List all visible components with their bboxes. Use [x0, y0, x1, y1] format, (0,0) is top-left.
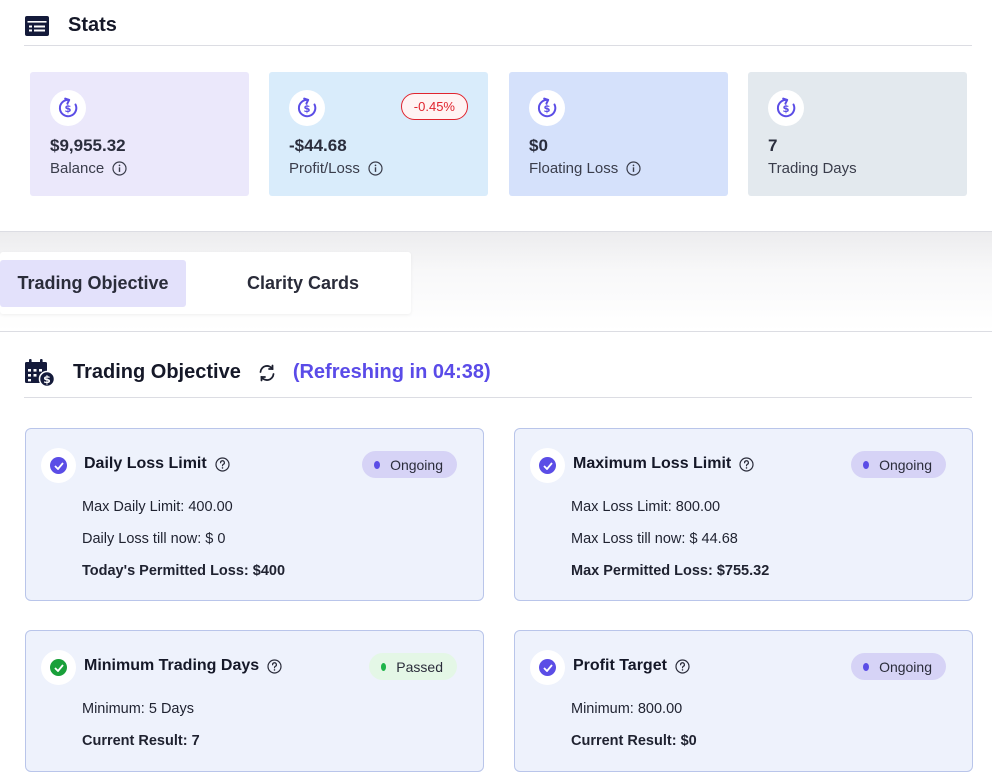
max-loss-till-now: Max Loss till now: $ 44.68: [571, 531, 738, 547]
check-circle-icon: [41, 448, 76, 483]
status-label: Ongoing: [879, 456, 932, 473]
todays-permitted-loss: Today's Permitted Loss: $400: [82, 563, 286, 579]
minimum-trading-days-card: Minimum Trading Days Passed Minimum: 5 D…: [25, 630, 484, 772]
max-loss-limit: Max Loss Limit: 800.00: [571, 499, 721, 515]
daily-loss-limit-card: Daily Loss Limit Ongoing Max Daily Limit…: [25, 428, 484, 601]
balance-label: Balance: [50, 160, 105, 177]
balance-value: $9,955.32: [50, 136, 126, 155]
profit-target-card: Profit Target Ongoing Minimum: 800.00 Cu…: [514, 630, 973, 772]
trading-days-label-row: Trading Days: [768, 160, 947, 177]
maximum-loss-limit-card: Maximum Loss Limit Ongoing Max Loss Limi…: [514, 428, 973, 601]
status-badge: Ongoing: [851, 653, 946, 680]
dollar-refresh-icon: $: [529, 90, 565, 126]
maximum-loss-limit-title: Maximum Loss Limit: [573, 455, 732, 472]
card-title-row: Maximum Loss Limit: [573, 455, 754, 473]
help-icon[interactable]: [267, 658, 282, 674]
tab-clarity-cards[interactable]: Clarity Cards: [246, 273, 360, 293]
svg-text:$: $: [43, 373, 51, 386]
status-badge: Passed: [369, 653, 457, 680]
card-title-row: Profit Target: [573, 657, 690, 675]
current-result: Current Result: $0: [571, 733, 697, 749]
floating-loss-label-row: Floating Loss: [529, 160, 708, 177]
daily-loss-limit-title: Daily Loss Limit: [84, 455, 207, 472]
tab-trading-objective[interactable]: Trading Objective: [0, 260, 186, 307]
stats-card-icon: [24, 15, 50, 37]
status-label: Ongoing: [390, 456, 443, 473]
floating-loss-card: $ $0 Floating Loss: [509, 72, 728, 196]
svg-text:$: $: [304, 104, 311, 115]
dollar-refresh-icon: $: [289, 90, 325, 126]
status-badge: Ongoing: [851, 451, 946, 478]
calendar-dollar-icon: $: [24, 358, 56, 388]
profit-loss-label-row: Profit/Loss: [289, 160, 468, 177]
floating-loss-label: Floating Loss: [529, 160, 619, 177]
card-title-row: Daily Loss Limit: [84, 455, 230, 473]
tab-bar: Trading Objective Clarity Cards: [0, 252, 411, 314]
info-icon[interactable]: [626, 161, 641, 176]
check-circle-icon: [41, 650, 76, 685]
svg-text:$: $: [783, 104, 790, 115]
refresh-icon[interactable]: [257, 362, 279, 384]
stats-title: Stats: [68, 14, 117, 36]
minimum-trading-days-title: Minimum Trading Days: [84, 657, 260, 674]
profit-loss-label: Profit/Loss: [289, 160, 360, 177]
profit-target-minimum: Minimum: 800.00: [571, 701, 683, 717]
trading-objective-header: $ Trading Objective (Refreshing in 04:38…: [24, 348, 972, 398]
trading-days-value: 7: [768, 136, 778, 155]
max-permitted-loss: Max Permitted Loss: $755.32: [571, 563, 770, 579]
balance-card: $ $9,955.32 Balance: [30, 72, 249, 196]
stats-header: Stats: [24, 6, 972, 46]
help-icon[interactable]: [675, 658, 690, 674]
check-circle-icon: [530, 650, 565, 685]
status-label: Passed: [396, 658, 443, 675]
trading-days-label: Trading Days: [768, 160, 857, 177]
status-label: Ongoing: [879, 658, 932, 675]
balance-label-row: Balance: [50, 160, 229, 177]
current-result: Current Result: 7: [82, 733, 200, 749]
minimum-days: Minimum: 5 Days: [82, 701, 194, 717]
max-daily-limit: Max Daily Limit: 400.00: [82, 499, 233, 515]
floating-loss-value: $0: [529, 136, 548, 155]
info-icon[interactable]: [368, 161, 383, 176]
card-title-row: Minimum Trading Days: [84, 657, 282, 675]
status-badge: Ongoing: [362, 451, 457, 478]
profit-loss-value: -$44.68: [289, 136, 347, 155]
profit-loss-card: $ -0.45% -$44.68 Profit/Loss: [269, 72, 488, 196]
trading-days-card: $ 7 Trading Days: [748, 72, 967, 196]
svg-text:$: $: [544, 104, 551, 115]
info-icon[interactable]: [112, 161, 127, 176]
check-circle-icon: [530, 448, 565, 483]
profit-target-title: Profit Target: [573, 657, 667, 674]
trading-objective-title: Trading Objective: [73, 361, 241, 383]
refresh-countdown: (Refreshing in 04:38): [292, 361, 491, 383]
svg-text:$: $: [65, 104, 72, 115]
dollar-refresh-icon: $: [768, 90, 804, 126]
daily-loss-till-now: Daily Loss till now: $ 0: [82, 531, 226, 547]
profit-loss-percent-badge: -0.45%: [400, 93, 468, 120]
help-icon[interactable]: [739, 456, 754, 472]
dollar-refresh-icon: $: [50, 90, 86, 126]
help-icon[interactable]: [215, 456, 230, 472]
